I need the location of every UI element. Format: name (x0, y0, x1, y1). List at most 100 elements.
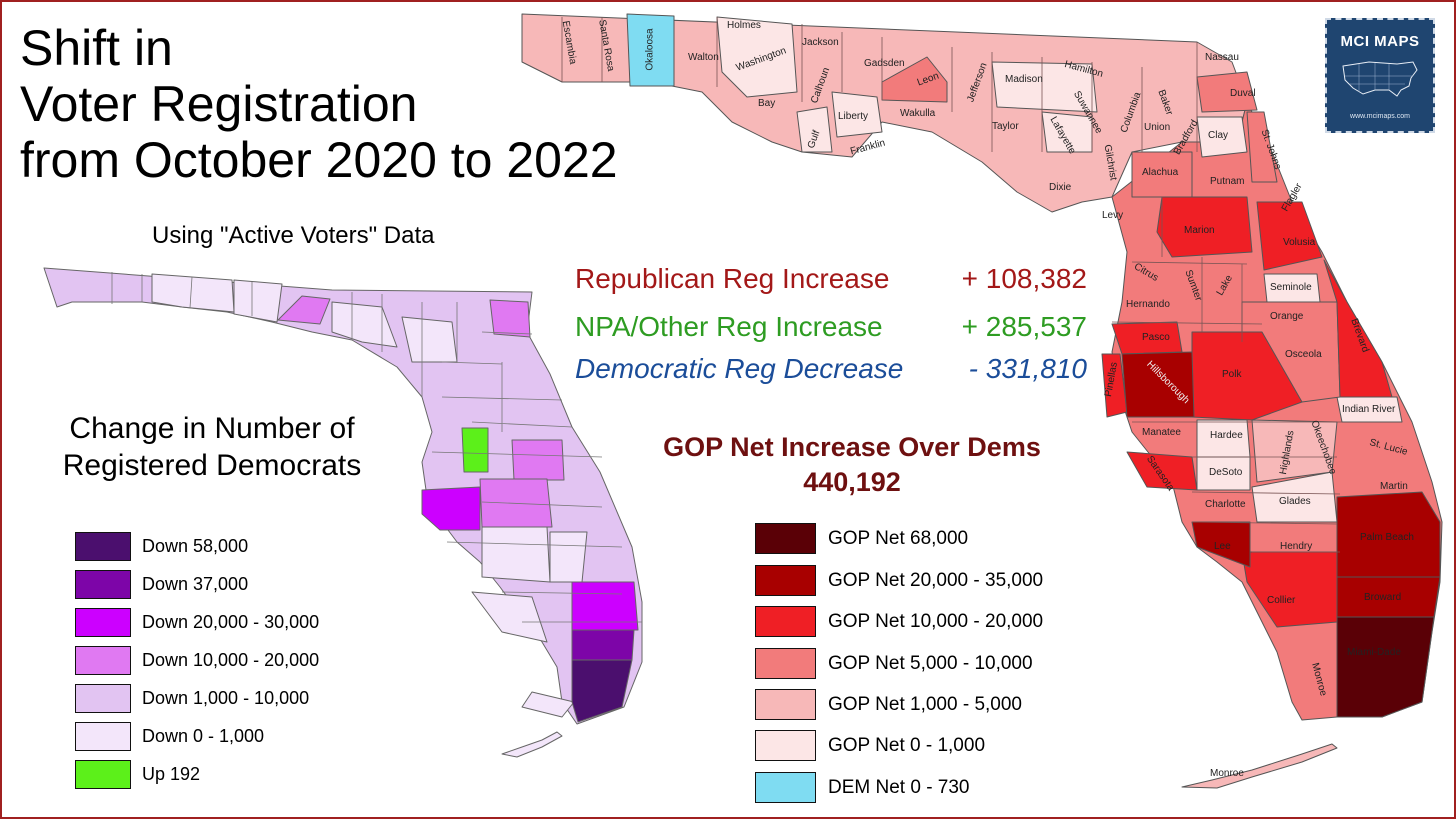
us-map-icon (1342, 61, 1418, 97)
county-label: Clay (1208, 130, 1229, 141)
dem-county-hillsborough (421, 486, 481, 531)
county-label: Miami-Dade (1347, 647, 1401, 658)
gop-net-map (521, 13, 1443, 789)
page-title: Shift in Voter Registration from October… (20, 20, 618, 188)
legend-swatch (755, 523, 816, 554)
county-label: Union (1144, 122, 1171, 133)
dem-county-glades (549, 531, 588, 583)
county-label: Duval (1230, 88, 1256, 99)
legend-swatch (755, 730, 816, 761)
legend-label: GOP Net 10,000 - 20,000 (828, 611, 1044, 632)
county-label: Broward (1364, 592, 1402, 603)
legend-swatch (755, 772, 816, 803)
subtitle: Using "Active Voters" Data (152, 222, 435, 249)
stat-value: + 285,537 (961, 311, 1087, 342)
county-label: Liberty (838, 111, 869, 122)
county-label: Dixie (1049, 182, 1072, 193)
gop-county-lee (1191, 521, 1251, 568)
county-label: Polk (1222, 369, 1242, 380)
county-label: Osceola (1285, 349, 1322, 360)
dem-keys (501, 731, 563, 758)
dem-county-leon (277, 295, 331, 325)
legend-label: GOP Net 20,000 - 35,000 (828, 570, 1044, 591)
county-label: Wakulla (900, 108, 936, 119)
county-label: Bay (758, 98, 776, 109)
dem-county-panhandle-mid (233, 279, 283, 323)
gop-net-line-2: 440,192 (803, 467, 901, 497)
stat-republican: Republican Reg Increase + 108,382 (575, 260, 1087, 298)
legend-swatch (75, 570, 131, 599)
stat-label: NPA/Other Reg Increase (575, 311, 883, 342)
county-label: Orange (1270, 311, 1304, 322)
title-line-3: from October 2020 to 2022 (20, 132, 618, 188)
gop-county-brevard (1323, 259, 1393, 398)
county-label: Volusia (1283, 237, 1316, 248)
gop-county-collier (1241, 551, 1338, 628)
gop-county-miami-dade (1336, 616, 1435, 718)
county-label: Martin (1380, 481, 1408, 492)
stat-value: - 331,810 (968, 353, 1087, 384)
gop-county-sarasota (1126, 451, 1198, 491)
legend-swatch (755, 565, 816, 596)
county-label: DeSoto (1209, 467, 1243, 478)
county-label: Hardee (1210, 430, 1243, 441)
legend-label: GOP Net 68,000 (828, 528, 969, 549)
legend-swatch (75, 722, 131, 751)
dem-county-palmbeach (571, 581, 639, 631)
logo-url: www.mcimaps.com (1350, 113, 1410, 120)
gop-net-line-1: GOP Net Increase Over Dems (663, 432, 1041, 462)
county-label: Nassau (1205, 52, 1239, 63)
county-label: Hernando (1126, 299, 1170, 310)
mci-maps-logo: MCI MAPS www.mcimaps.com (1325, 18, 1435, 133)
legend-label: Up 192 (142, 764, 201, 784)
county-label: Glades (1279, 496, 1311, 507)
gop-county-highlands-okee (1251, 419, 1338, 483)
gop-county-palm-beach (1336, 491, 1441, 578)
stat-democratic: Democratic Reg Decrease - 331,810 (575, 350, 1087, 388)
dem-heading-line-1: Change in Number of (69, 412, 355, 445)
county-label: Jackson (802, 37, 839, 48)
legend-label: Down 0 - 1,000 (142, 726, 265, 746)
county-label: Indian River (1342, 404, 1396, 415)
dem-map-heading: Change in Number of Registered Democrats (22, 410, 402, 484)
county-label: Charlotte (1205, 499, 1246, 510)
legend-swatch (75, 760, 131, 789)
gop-county-madison-hamilton (991, 61, 1098, 113)
legend-label: GOP Net 1,000 - 5,000 (828, 694, 1022, 715)
county-label: Hendry (1280, 541, 1313, 552)
legend-swatch (75, 684, 131, 713)
gop-county-gulf (796, 106, 833, 153)
gop-county-liberty (831, 91, 883, 138)
county-label: Pasco (1142, 332, 1170, 343)
dem-county-sw (471, 591, 548, 643)
county-label: Levy (1102, 210, 1124, 221)
county-label: Seminole (1270, 282, 1312, 293)
county-label: Lee (1214, 541, 1231, 552)
legend-swatch (75, 532, 131, 561)
stat-label: Republican Reg Increase (575, 263, 890, 294)
logo-text: MCI MAPS (1340, 33, 1420, 50)
legend-label: Down 58,000 (142, 536, 249, 556)
dem-county-broward (571, 629, 635, 661)
county-label: Walton (688, 52, 719, 63)
gop-net-heading: GOP Net Increase Over Dems 440,192 (622, 430, 1082, 500)
legend-swatch (75, 608, 131, 637)
county-label: Palm Beach (1360, 532, 1414, 543)
county-label: Madison (1005, 74, 1043, 85)
county-label: Okaloosa (644, 28, 656, 71)
legend-label: Down 1,000 - 10,000 (142, 688, 310, 708)
gop-county-duval (1196, 71, 1258, 113)
gop-county-volusia (1256, 201, 1323, 271)
dem-change-map (43, 267, 643, 758)
legend-label: Down 20,000 - 30,000 (142, 612, 320, 632)
legend-swatch (755, 689, 816, 720)
county-label: Putnam (1210, 176, 1245, 187)
legend-swatch (755, 648, 816, 679)
stat-value: + 108,382 (961, 263, 1087, 294)
dem-map-florida-base (43, 267, 643, 725)
dem-county-seminole (511, 439, 565, 481)
county-label: Holmes (727, 20, 761, 31)
county-label: Taylor (992, 121, 1019, 132)
dem-county-heartland (481, 526, 551, 583)
